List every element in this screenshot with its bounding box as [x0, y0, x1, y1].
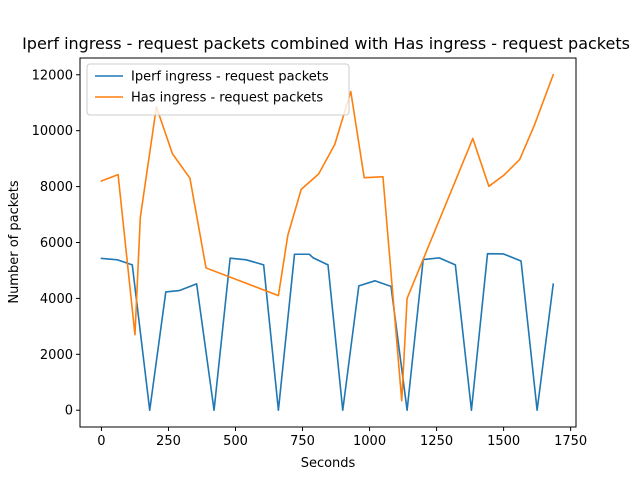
y-tick-label: 6000	[40, 236, 73, 251]
y-axis-label: Number of packets	[7, 180, 22, 304]
legend-box	[86, 63, 350, 116]
x-tick-label: 1000	[353, 434, 386, 449]
series-line-1	[100, 252, 555, 412]
x-tick-label: 750	[290, 434, 315, 449]
x-axis-label: Seconds	[301, 456, 356, 471]
legend-label-1: Iperf ingress - request packets	[131, 70, 329, 85]
y-axis: 0 2000 4000 6000 8000 10000 12000	[32, 68, 80, 419]
x-tick-label: 1750	[554, 434, 587, 449]
x-tick-label: 0	[97, 434, 105, 449]
series-line-2	[100, 73, 555, 402]
x-tick-label: 500	[223, 434, 248, 449]
legend: Iperf ingress - request packets Has ingre…	[86, 63, 350, 116]
series-layer	[100, 73, 555, 412]
x-axis: 0 250 500 750 1000 1250 1500 1750	[97, 427, 587, 449]
y-tick-label: 12000	[32, 68, 73, 83]
y-tick-label: 2000	[40, 348, 73, 363]
x-tick-label: 1500	[487, 434, 520, 449]
chart-title: Iperf ingress - request packets combined…	[22, 34, 630, 53]
x-tick-label: 250	[156, 434, 181, 449]
y-tick-label: 10000	[32, 124, 73, 139]
axes-frame	[79, 57, 577, 428]
legend-label-2: Has ingress - request packets	[131, 91, 323, 106]
y-tick-label: 8000	[40, 180, 73, 195]
y-tick-label: 0	[65, 404, 73, 419]
x-tick-label: 1250	[420, 434, 453, 449]
y-tick-label: 4000	[40, 292, 73, 307]
